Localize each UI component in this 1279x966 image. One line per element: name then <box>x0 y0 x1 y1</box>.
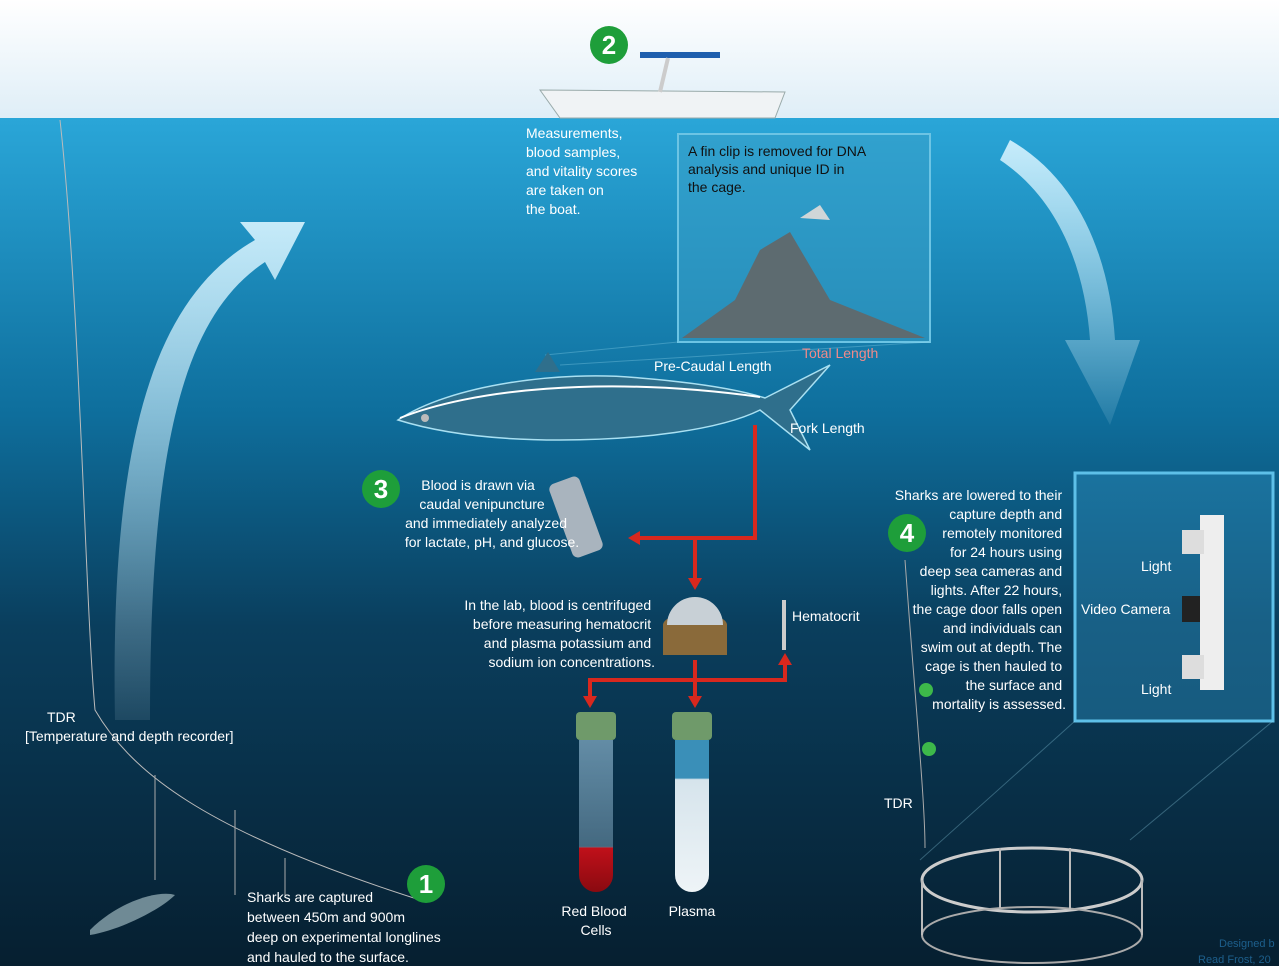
tube-cap <box>672 712 712 740</box>
longline <box>59 119 421 901</box>
cage-note: Sharks are lowered to their capture dept… <box>895 487 1066 712</box>
line: Read Frost, 20 <box>1198 954 1271 966</box>
line: are taken on <box>526 182 604 198</box>
step-badge <box>590 26 628 64</box>
line: before measuring hematocrit <box>473 616 651 632</box>
line: between 450m and 900m <box>247 909 405 925</box>
line: Blood is drawn via <box>421 477 535 493</box>
hematocrit-tube <box>782 600 786 650</box>
tube-cap <box>576 712 616 740</box>
line: the cage door falls open <box>913 601 1062 617</box>
line: capture depth and <box>949 506 1062 522</box>
line: deep sea cameras and <box>920 563 1062 579</box>
tdr-left-label: TDR [Temperature and depth recorder] <box>25 709 234 744</box>
fork-length-label: Fork Length <box>790 420 865 436</box>
line: analysis and unique ID in <box>688 161 844 177</box>
line: Sharks are captured <box>247 889 373 905</box>
rig-panel <box>1073 471 1275 723</box>
analyzer <box>549 476 603 558</box>
fin <box>682 232 925 338</box>
tube-label: Plasma <box>669 903 716 919</box>
line: and plasma potassium and <box>484 635 651 651</box>
step-badge <box>362 470 400 508</box>
boat-note: Measurements, blood samples, and vitalit… <box>526 125 641 217</box>
step-number: 4 <box>900 518 915 548</box>
line: swim out at depth. The <box>921 639 1063 655</box>
hematocrit-label: Hematocrit <box>792 608 860 624</box>
line: and immediately analyzed <box>405 515 567 531</box>
line: In the lab, blood is centrifuged <box>464 597 651 613</box>
pre-caudal-label: Pre-Caudal Length <box>654 358 772 374</box>
shark <box>396 364 831 451</box>
line: and individuals can <box>943 620 1062 636</box>
line: remotely monitored <box>942 525 1062 541</box>
line: deep on experimental longlines <box>247 929 441 945</box>
total-length-label: Total Length <box>802 345 878 361</box>
rig-label: Light <box>1141 681 1171 697</box>
line: Cells <box>580 922 611 938</box>
tube-plasma <box>675 740 709 892</box>
up-arrow <box>114 222 305 720</box>
line: cage is then hauled to <box>925 658 1062 674</box>
line: sodium ion concentrations. <box>488 654 655 670</box>
line: for 24 hours using <box>950 544 1062 560</box>
step-badge <box>888 514 926 552</box>
line: Designed b <box>1219 938 1275 950</box>
line: for lactate, pH, and glucose. <box>405 534 579 550</box>
tube-red-blood-cells <box>579 740 613 892</box>
fin-note: A fin clip is removed for DNA analysis a… <box>688 143 869 195</box>
line: the boat. <box>526 201 581 217</box>
line: blood samples, <box>526 144 620 160</box>
tube-label: Red Blood Cells <box>561 903 630 938</box>
boat-canopy <box>640 52 720 58</box>
line: caudal venipuncture <box>419 496 545 512</box>
line: Sharks are lowered to their <box>895 487 1063 503</box>
blood-note: Blood is drawn via caudal venipuncture a… <box>405 477 579 550</box>
line: and hauled to the surface. <box>247 949 409 965</box>
boat <box>539 89 786 119</box>
tdr-right-label: TDR <box>884 795 913 811</box>
line: A fin clip is removed for DNA <box>688 143 867 159</box>
line: mortality is assessed. <box>932 696 1066 712</box>
credit: Designed b Read Frost, 20 <box>1198 938 1278 966</box>
line: [Temperature and depth recorder] <box>25 728 234 744</box>
line: and vitality scores <box>526 163 637 179</box>
rig-label: Video Camera <box>1081 601 1170 617</box>
down-arrow <box>1000 140 1140 425</box>
line: lights. After 22 hours, <box>931 582 1063 598</box>
step-number: 2 <box>602 30 616 60</box>
flow-lines <box>588 425 787 700</box>
capture-note: Sharks are captured between 450m and 900… <box>247 889 445 965</box>
line: the surface and <box>966 677 1063 693</box>
captured-shark <box>90 893 175 935</box>
step-number: 1 <box>419 869 433 899</box>
rig-label: Light <box>1141 558 1171 574</box>
step-number: 3 <box>374 474 388 504</box>
line: Measurements, <box>526 125 622 141</box>
line: TDR <box>47 709 76 725</box>
line: the cage. <box>688 179 746 195</box>
step-badge <box>407 865 445 903</box>
lab-note: In the lab, blood is centrifuged before … <box>464 597 655 670</box>
line: Red Blood <box>561 903 626 919</box>
